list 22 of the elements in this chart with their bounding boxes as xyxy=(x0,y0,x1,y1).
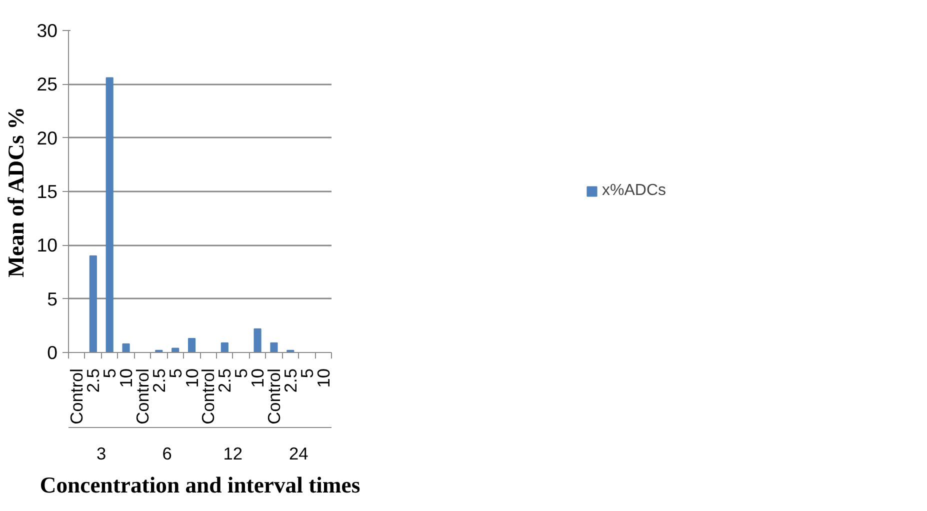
bar xyxy=(122,343,130,352)
text: 3 xyxy=(96,444,106,464)
y-axis-title: Mean of ADCs % xyxy=(4,106,29,278)
bar xyxy=(106,77,114,352)
legend-label: x%ADCs xyxy=(602,182,666,200)
bar xyxy=(172,348,180,352)
text: 6 xyxy=(162,444,172,464)
text: 12 xyxy=(223,444,243,464)
y-tick-label: 25 xyxy=(36,74,58,95)
bar xyxy=(220,342,228,352)
y-tick-label: 15 xyxy=(36,181,58,202)
y-tick-label: 10 xyxy=(36,234,58,256)
bar xyxy=(89,255,97,352)
bar xyxy=(254,328,262,352)
x-axis-title: Concentration and interval times xyxy=(40,472,360,498)
y-tick-label: 20 xyxy=(36,127,58,148)
y-tick-label: 30 xyxy=(36,20,58,41)
text: 24 xyxy=(288,444,309,464)
y-tick-label: 5 xyxy=(47,288,58,310)
bar xyxy=(188,338,196,352)
bar xyxy=(270,342,278,352)
y-tick-label: 0 xyxy=(47,342,58,363)
